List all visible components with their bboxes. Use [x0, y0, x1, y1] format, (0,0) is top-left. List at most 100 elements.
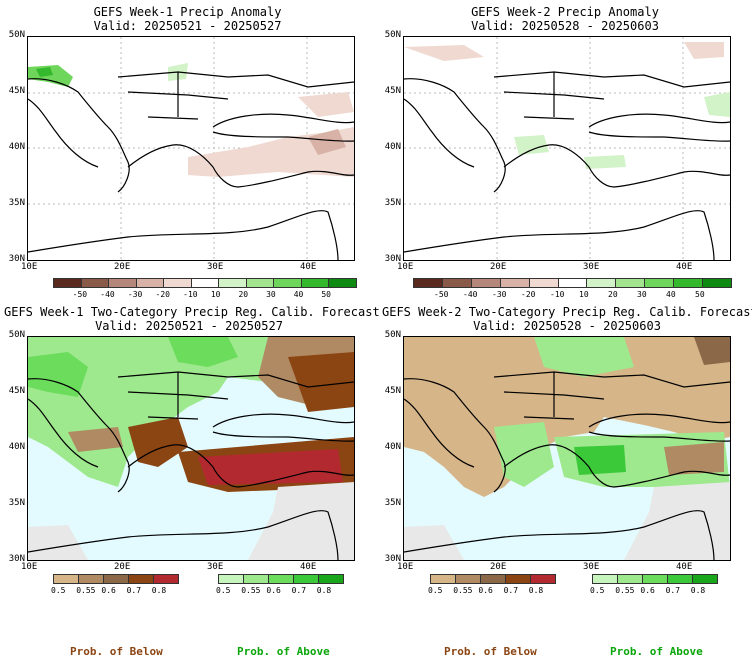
colorbar-label: -10: [183, 290, 198, 299]
colorbar-label: 50: [695, 290, 705, 299]
colorbar-swatch: [674, 279, 704, 287]
colorbar-label: 0.7: [126, 586, 142, 595]
colorbar-label: -30: [492, 290, 507, 299]
colorbar-swatch: [506, 575, 531, 583]
colorbar-label: -30: [127, 290, 143, 299]
colorbar-swatch: [269, 575, 294, 583]
colorbar-label: 0.55: [615, 586, 635, 595]
colorbar-swatch: [481, 575, 506, 583]
colorbar-swatch: [136, 279, 165, 287]
lat-label: 35N: [8, 498, 25, 508]
colorbar-swatch: [246, 279, 275, 287]
colorbar-swatch: [456, 575, 481, 583]
above-colorbar-week1: [218, 574, 344, 584]
colorbar-swatch: [587, 279, 617, 287]
colorbar-swatch: [643, 575, 668, 583]
colorbar-swatch: [164, 279, 192, 287]
colorbar-swatch: [531, 575, 555, 583]
lat-label: 30N: [8, 254, 25, 264]
lat-label: 45N: [384, 386, 401, 396]
lat-label: 35N: [384, 498, 401, 508]
prob-above-label-week2: Prob. of Above: [610, 645, 703, 658]
panel1-title: GEFS Week-1 Precip Anomaly: [93, 5, 282, 19]
map-week1-anomaly: [27, 36, 355, 261]
panel4-title: GEFS Week-2 Two-Category Precip Reg. Cal…: [382, 305, 752, 319]
lon-label: 10E: [397, 562, 414, 572]
colorbar-label: 20: [608, 290, 618, 299]
colorbar-swatch: [414, 279, 443, 287]
lat-label: 50N: [384, 30, 401, 40]
week2-anomaly-plot: [404, 37, 730, 260]
colorbar-swatch: [668, 575, 693, 583]
colorbar-label: 0.7: [291, 586, 307, 595]
map-week1-probability: [27, 336, 355, 561]
colorbar-label: 0.5: [428, 586, 443, 595]
week1-anomaly-plot: [28, 37, 354, 260]
lon-label: 30E: [207, 562, 224, 572]
prob-below-label-week1: Prob. of Below: [70, 645, 163, 658]
colorbar-swatch: [329, 279, 357, 287]
colorbar-label: 30: [637, 290, 647, 299]
colorbar-swatch: [693, 575, 717, 583]
colorbar-label: -20: [521, 290, 536, 299]
week2-probability-plot: [404, 337, 730, 560]
colorbar-swatch: [301, 279, 330, 287]
colorbar-label: 40: [666, 290, 676, 299]
colorbar-label: 0.8: [528, 586, 544, 595]
colorbar-label: 10: [210, 290, 221, 299]
colorbar-label: -40: [463, 290, 478, 299]
colorbar-swatch: [319, 575, 343, 583]
colorbar-label: 0.8: [690, 586, 706, 595]
colorbar-swatch: [500, 279, 530, 287]
colorbar-label: 0.55: [76, 586, 96, 595]
lon-label: 20E: [114, 562, 131, 572]
colorbar-swatch: [294, 575, 319, 583]
colorbar-label: 30: [266, 290, 276, 299]
lon-label: 20E: [490, 262, 507, 272]
colorbar-label: 40: [293, 290, 304, 299]
colorbar-label: 0.6: [266, 586, 281, 595]
lat-label: 45N: [8, 386, 25, 396]
colorbar-swatch: [219, 575, 244, 583]
below-colorbar-week2: [430, 574, 556, 584]
colorbar-swatch: [593, 575, 618, 583]
colorbar-swatch: [104, 575, 129, 583]
lat-label: 40N: [8, 442, 25, 452]
lat-label: 40N: [384, 142, 401, 152]
panel2-title: GEFS Week-2 Precip Anomaly: [471, 5, 659, 19]
lat-label: 40N: [8, 142, 25, 152]
colorbar-swatch: [219, 279, 247, 287]
panel4-valid: Valid: 20250528 - 20250603: [473, 319, 661, 333]
panel3-valid: Valid: 20250521 - 20250527: [95, 319, 283, 333]
lat-label: 50N: [8, 330, 25, 340]
colorbar-swatch: [274, 279, 302, 287]
colorbar-label: -20: [155, 290, 170, 299]
lat-label: 40N: [384, 442, 401, 452]
colorbar-swatch: [618, 575, 643, 583]
colorbar-label: 0.5: [51, 586, 66, 595]
lon-label: 10E: [397, 262, 414, 272]
colorbar-label: 0.6: [640, 586, 655, 595]
lat-label: 30N: [8, 554, 25, 564]
lon-label: 10E: [21, 562, 38, 572]
colorbar-label: -50: [72, 290, 88, 299]
colorbar-swatch: [471, 279, 501, 287]
colorbar-label: 0.7: [665, 586, 681, 595]
colorbar-swatch: [431, 575, 456, 583]
week1-probability-plot: [28, 337, 354, 560]
lon-label: 20E: [490, 562, 507, 572]
colorbar-swatch: [558, 279, 588, 287]
colorbar-swatch: [129, 575, 154, 583]
map-week2-probability: [403, 336, 731, 561]
colorbar-label: 0.5: [590, 586, 605, 595]
colorbar-label: 0.55: [241, 586, 261, 595]
colorbar-swatch: [645, 279, 675, 287]
colorbar-swatch: [109, 279, 137, 287]
lat-label: 35N: [8, 198, 25, 208]
lat-label: 45N: [384, 86, 401, 96]
colorbar-swatch: [81, 279, 110, 287]
below-colorbar-week1: [53, 574, 179, 584]
map-week2-anomaly: [403, 36, 731, 261]
lon-label: 30E: [583, 262, 600, 272]
lat-label: 50N: [8, 30, 25, 40]
